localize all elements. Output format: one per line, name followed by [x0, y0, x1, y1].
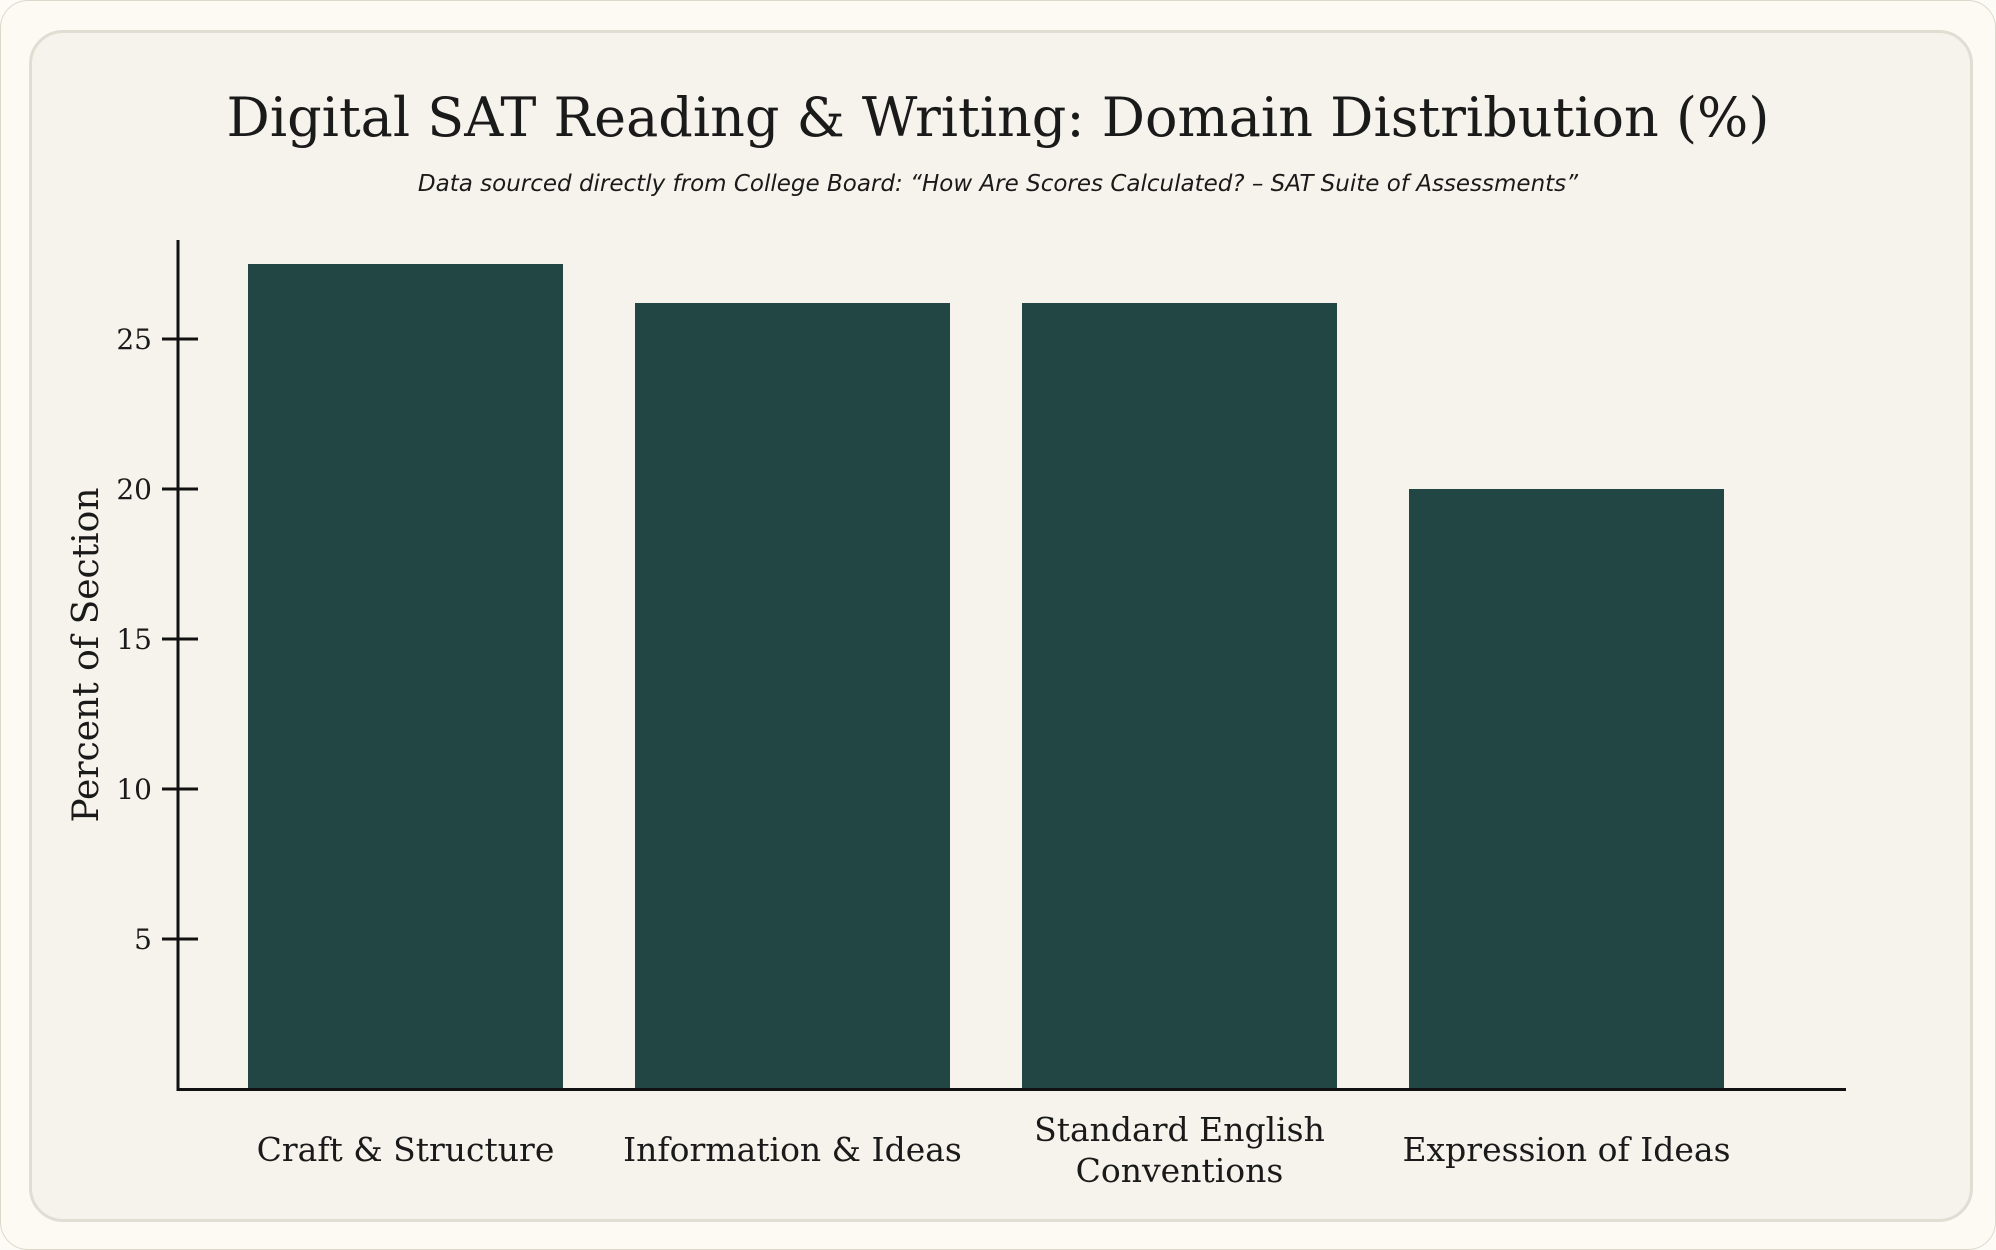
- y-tick-label-5: 5: [134, 923, 152, 956]
- y-axis-label: Percent of Section: [66, 487, 107, 822]
- y-tick-label-10: 10: [116, 773, 152, 806]
- x-tick-label-0: Craft & Structure: [257, 1130, 555, 1169]
- y-tick-label-15: 15: [116, 623, 152, 656]
- y-tick-label-25: 25: [116, 323, 152, 356]
- y-ticks-group: 5 10 15 20 25: [116, 323, 198, 956]
- bar-1: [635, 303, 950, 1089]
- x-tick-label-2: Standard English Conventions: [1034, 1110, 1325, 1190]
- y-tick-label-20: 20: [116, 473, 152, 506]
- bars-group: [248, 264, 1724, 1089]
- chart-subtitle: Data sourced directly from College Board…: [418, 171, 1579, 197]
- chart-title: Digital SAT Reading & Writing: Domain Di…: [227, 86, 1770, 149]
- x-tick-label-3: Expression of Ideas: [1402, 1130, 1730, 1169]
- x-labels-group: Craft & Structure Information & Ideas Stan…: [257, 1110, 1731, 1190]
- x-tick-label-1: Information & Ideas: [623, 1130, 962, 1169]
- bar-2: [1022, 303, 1337, 1089]
- bar-0: [248, 264, 563, 1089]
- bar-3: [1409, 489, 1724, 1089]
